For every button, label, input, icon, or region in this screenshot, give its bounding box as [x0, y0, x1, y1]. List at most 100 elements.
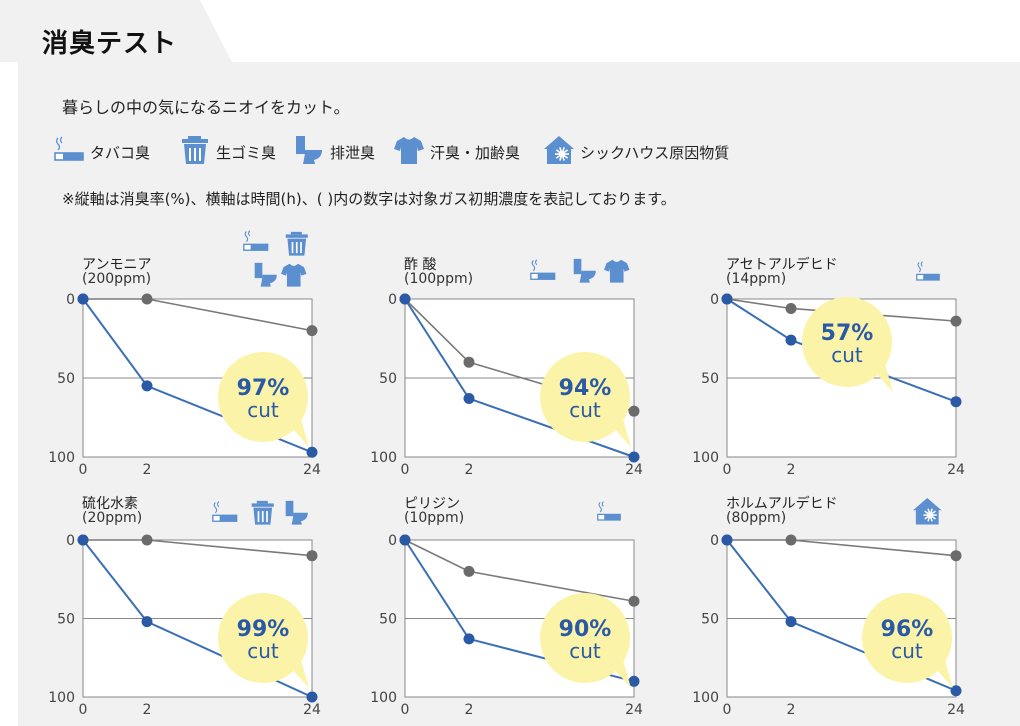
y-tick-label: 50 — [57, 612, 75, 628]
cut-label: cut — [569, 398, 601, 422]
treated-data-point — [463, 633, 475, 645]
control-data-point — [628, 595, 640, 607]
chart-subtitle-ammonia: (200ppm) — [82, 271, 152, 287]
treated-data-point — [628, 675, 640, 687]
treated-data-point — [141, 380, 153, 392]
trash-can-icon-graphic — [182, 136, 208, 164]
title-tab-shape — [0, 0, 232, 62]
toilet-icon — [294, 135, 324, 169]
toilet-icon-graphic — [296, 136, 322, 164]
cigarette-icon — [212, 501, 238, 522]
x-tick-label: 24 — [947, 462, 965, 478]
bubble-circle — [540, 352, 630, 442]
house-icon — [544, 136, 574, 164]
legend-item-excretion: 排泄臭 — [294, 136, 375, 168]
trash-can-icon — [180, 135, 210, 169]
chart-subtitle-hydrogen-sulfide: (20ppm) — [82, 510, 143, 526]
y-tick-label: 100 — [370, 450, 397, 466]
control-data-point — [950, 315, 962, 327]
cut-bubble: 97%cut — [218, 352, 309, 447]
legend-label: 排泄臭 — [330, 143, 376, 162]
bubble-circle — [218, 352, 308, 442]
y-tick-label: 50 — [701, 612, 719, 628]
y-tick-label: 50 — [701, 371, 719, 387]
shirt-icon-graphic — [394, 137, 424, 164]
legend-label: 汗臭・加齢臭 — [430, 143, 521, 162]
x-tick-label: 24 — [303, 702, 321, 718]
cut-percentage: 94% — [559, 376, 612, 401]
y-tick-label: 100 — [692, 690, 719, 706]
cut-percentage: 97% — [237, 376, 290, 401]
y-tick-label: 50 — [57, 371, 75, 387]
y-tick-label: 0 — [710, 292, 719, 308]
bubble-circle — [802, 297, 892, 387]
treated-data-point — [306, 446, 318, 458]
cut-percentage: 99% — [237, 617, 290, 642]
treated-data-point — [463, 393, 475, 405]
chart-title-acetaldehyde: アセトアルデヒド — [726, 257, 838, 273]
cut-bubble: 96%cut — [862, 593, 953, 688]
treated-data-point — [77, 293, 89, 305]
shirt-icon — [281, 263, 307, 287]
cigarette-icon — [54, 135, 84, 169]
shirt-icon — [604, 259, 630, 283]
control-data-point — [785, 302, 797, 314]
cigarette-icon — [530, 259, 556, 280]
cut-bubble: 57%cut — [802, 297, 893, 392]
toilet-icon — [296, 136, 322, 164]
chart-subtitle-acetic-acid: (100ppm) — [404, 271, 474, 287]
bubble-circle — [540, 593, 630, 683]
cigarette-icon — [597, 501, 621, 521]
chart-subtitle-formaldehyde: (80ppm) — [726, 510, 787, 526]
y-tick-label: 100 — [48, 450, 75, 466]
y-tick-label: 100 — [370, 690, 397, 706]
x-tick-label: 0 — [723, 462, 732, 478]
legend-label: シックハウス原因物質 — [580, 143, 730, 162]
treated-data-point — [77, 534, 89, 546]
y-tick-label: 0 — [710, 533, 719, 549]
x-tick-label: 24 — [947, 702, 965, 718]
page-subtitle: 暮らしの中の気になるニオイをカット。 — [62, 98, 350, 117]
x-tick-label: 2 — [143, 702, 152, 718]
bubble-circle — [862, 593, 952, 683]
treated-data-point — [399, 293, 411, 305]
control-data-point — [628, 405, 640, 417]
house-icon — [544, 135, 574, 169]
cut-bubble: 94%cut — [540, 352, 631, 447]
toilet-icon — [573, 258, 596, 283]
bubble-circle — [218, 593, 308, 683]
cut-label: cut — [247, 398, 279, 422]
cut-bubble: 99%cut — [218, 593, 309, 688]
treated-data-point — [785, 334, 797, 346]
x-tick-label: 0 — [79, 462, 88, 478]
treated-data-point — [950, 396, 962, 408]
y-tick-label: 50 — [379, 612, 397, 628]
treated-data-point — [785, 616, 797, 628]
control-data-point — [463, 356, 475, 368]
axis-note: ※縦軸は消臭率(%)、横軸は時間(h)、( )内の数字は対象ガス初期濃度を表記し… — [62, 190, 676, 208]
shirt-icon — [394, 135, 424, 169]
treated-data-point — [950, 685, 962, 697]
toilet-icon — [254, 262, 277, 287]
x-tick-label: 0 — [79, 702, 88, 718]
y-tick-label: 100 — [692, 450, 719, 466]
control-data-point — [463, 565, 475, 577]
bubble-tail — [291, 419, 309, 447]
bubble-tail — [613, 660, 631, 688]
house-icon-graphic — [544, 136, 574, 164]
chart-title-formaldehyde: ホルムアルデヒド — [726, 496, 838, 512]
control-data-point — [141, 534, 153, 546]
x-tick-label: 0 — [401, 702, 410, 718]
cut-percentage: 96% — [881, 617, 934, 642]
bubble-tail — [935, 660, 953, 688]
y-tick-label: 0 — [388, 292, 397, 308]
control-data-point — [141, 293, 153, 305]
cigarette-icon — [916, 261, 940, 281]
cigarette-icon-graphic — [54, 136, 84, 161]
control-data-point — [306, 550, 318, 562]
title-tab — [0, 0, 242, 62]
x-tick-label: 2 — [143, 462, 152, 478]
